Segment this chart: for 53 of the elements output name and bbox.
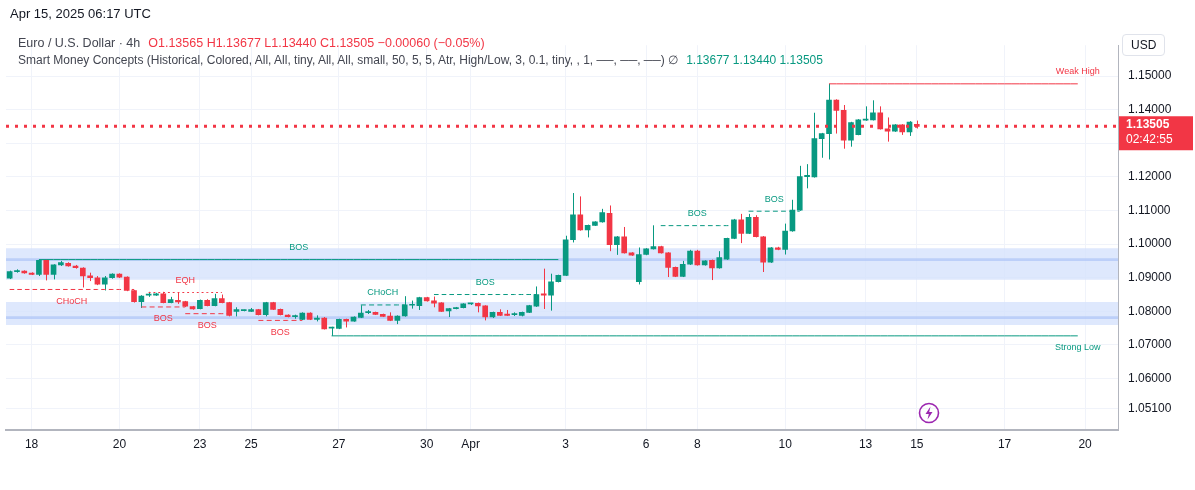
annotation: O1.13565 H1.13677 L1.13440 C1.13505 −0.00060 (−0.05%) <box>148 36 485 50</box>
series-label: Strong Low <box>1055 342 1102 353</box>
x-tick-label: 23 <box>193 437 207 452</box>
annotation: Smart Money Concepts (Historical, Colored, All, All, tiny, All, All, small, 50, 5, 5, Atr, High/Low, 3, 0.1, tiny, , 1, ──, ──, ──) ∅ <box>18 53 679 67</box>
y-tick-label: 1.09000 <box>1128 270 1172 285</box>
y-tick-label: 1.08000 <box>1128 303 1172 318</box>
x-tick-label: 10 <box>778 437 793 452</box>
x-tick-label: 27 <box>332 437 346 452</box>
annotation: 1.13677 1.13440 1.13505 <box>686 53 823 67</box>
candlestick <box>782 223 788 256</box>
y-tick-label: 1.05100 <box>1128 401 1172 416</box>
x-tick-label: 6 <box>642 437 650 452</box>
x-tick-label: 8 <box>694 437 701 452</box>
candlestick <box>614 235 620 256</box>
x-tick-label: 20 <box>1078 437 1093 452</box>
y-tick-label: 1.11000 <box>1128 202 1171 217</box>
x-tick-label: 17 <box>997 437 1012 452</box>
series-label: BOS <box>270 326 290 337</box>
candlestick <box>548 273 554 312</box>
x-tick-label: 20 <box>112 437 127 452</box>
candlestick <box>738 213 745 244</box>
series-label: CHoCH <box>56 295 88 306</box>
y-tick-label: 1.12000 <box>1128 169 1172 184</box>
chart-title: Euro / U.S. Dollar · 4h <box>18 36 141 50</box>
candlestick <box>540 268 547 310</box>
series-label: CHoCH <box>367 287 399 298</box>
x-tick-label: 18 <box>24 437 39 452</box>
y-axis-title: USD <box>1122 34 1166 56</box>
series-label: BOS <box>764 193 784 204</box>
series-label: BOS <box>153 313 173 324</box>
x-tick-label: 30 <box>419 437 434 452</box>
x-tick-label: 3 <box>562 437 570 452</box>
candlestick <box>665 251 671 278</box>
series-label: BOS <box>197 320 217 331</box>
series-label: BOS <box>687 208 707 219</box>
series-label: BOS <box>289 242 309 253</box>
y-tick-label: 1.15000 <box>1128 68 1172 83</box>
x-tick-label: 25 <box>244 437 259 452</box>
x-tick-label: 13 <box>858 437 873 452</box>
candlestick <box>577 195 584 232</box>
x-tick-label: 15 <box>910 437 924 452</box>
series-label: Weak High <box>1055 66 1100 77</box>
y-tick-label: 1.14000 <box>1128 102 1172 117</box>
series-label: EQH <box>175 274 195 285</box>
y-tick-label: 1.10000 <box>1128 236 1172 251</box>
y-tick-label: 1.07000 <box>1128 337 1172 352</box>
series-label: BOS <box>475 277 495 288</box>
ref-line-label: 1.13505 02:42:55 <box>1126 116 1174 146</box>
candlestick <box>621 226 628 255</box>
y-tick-label: 1.06000 <box>1128 370 1172 385</box>
candlestick <box>533 285 540 308</box>
x-tick-label: Apr <box>461 437 480 452</box>
chart-subtitle: Apr 15, 2025 06:17 UTC <box>10 6 151 21</box>
